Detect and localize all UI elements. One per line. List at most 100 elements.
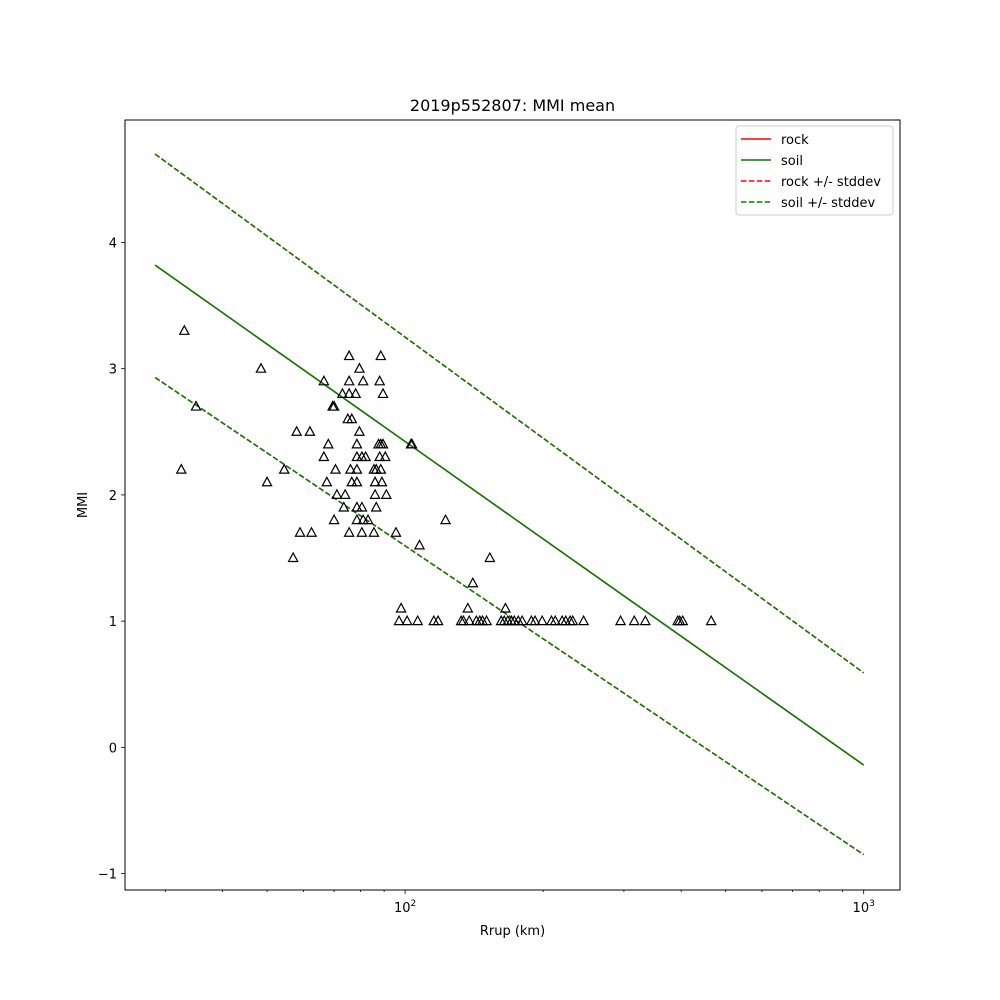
series-line-soil-stddev-5 bbox=[154, 376, 865, 856]
data-point-14 bbox=[322, 438, 334, 449]
data-point-69 bbox=[406, 438, 418, 449]
data-point-61 bbox=[377, 387, 389, 399]
data-point-24 bbox=[343, 375, 355, 386]
y-tick-label-4: 3 bbox=[109, 363, 117, 378]
data-point-64 bbox=[390, 526, 402, 537]
data-point-37 bbox=[351, 513, 363, 525]
series-line-soil-stddev-4 bbox=[154, 153, 865, 674]
data-point-70 bbox=[412, 614, 424, 626]
data-point-102 bbox=[577, 614, 590, 626]
data-point-47 bbox=[368, 526, 380, 537]
data-point-84 bbox=[484, 551, 496, 563]
data-point-6 bbox=[287, 551, 299, 563]
data-point-78 bbox=[463, 614, 475, 626]
data-point-63 bbox=[380, 488, 392, 500]
data-point-1 bbox=[175, 463, 187, 474]
y-tick-label-0: −1 bbox=[98, 868, 117, 883]
data-point-20 bbox=[336, 387, 349, 399]
data-point-57 bbox=[375, 463, 387, 474]
data-point-44 bbox=[356, 526, 368, 537]
y-tick-label-3: 2 bbox=[109, 489, 117, 504]
y-tick-label-5: 4 bbox=[109, 236, 117, 251]
data-point-11 bbox=[318, 375, 330, 386]
x-tick-label-0: 102 bbox=[394, 899, 416, 916]
data-point-108 bbox=[677, 614, 689, 626]
data-point-109 bbox=[705, 614, 717, 626]
legend-label-3: soil +/- stddev bbox=[781, 196, 876, 211]
data-point-12 bbox=[318, 450, 330, 462]
data-point-41 bbox=[357, 375, 369, 386]
series-line-soil-1 bbox=[154, 264, 865, 766]
data-point-103 bbox=[614, 614, 627, 626]
y-tick-label-1: 0 bbox=[109, 741, 117, 756]
legend-label-1: soil bbox=[781, 154, 803, 169]
data-point-105 bbox=[639, 614, 651, 626]
data-point-30 bbox=[343, 526, 355, 537]
data-point-39 bbox=[353, 425, 366, 436]
data-point-17 bbox=[329, 463, 342, 474]
legend-label-0: rock bbox=[781, 133, 809, 148]
data-point-77 bbox=[462, 602, 474, 613]
data-point-94 bbox=[529, 614, 541, 626]
chart-title: 2019p552807: MMI mean bbox=[410, 96, 615, 115]
data-point-19 bbox=[331, 488, 343, 500]
data-point-83 bbox=[480, 614, 493, 626]
data-point-65 bbox=[393, 614, 405, 626]
x-axis-label: Rrup (km) bbox=[480, 924, 545, 939]
data-point-87 bbox=[499, 602, 512, 613]
data-point-42 bbox=[356, 501, 368, 512]
data-point-67 bbox=[401, 614, 413, 626]
data-point-71 bbox=[413, 539, 426, 550]
data-point-58 bbox=[375, 349, 387, 361]
data-point-7 bbox=[291, 425, 303, 436]
data-point-28 bbox=[346, 412, 358, 424]
data-point-62 bbox=[379, 450, 391, 462]
y-tick-label-2: 1 bbox=[109, 615, 117, 630]
data-point-51 bbox=[369, 488, 381, 500]
data-point-73 bbox=[432, 614, 444, 626]
plot-frame bbox=[124, 119, 901, 891]
data-point-9 bbox=[304, 425, 316, 436]
data-point-26 bbox=[344, 463, 357, 474]
data-point-54 bbox=[374, 450, 386, 462]
legend-label-2: rock +/- stddev bbox=[781, 175, 881, 190]
data-point-38 bbox=[353, 362, 366, 373]
data-point-16 bbox=[328, 400, 340, 411]
data-point-50 bbox=[369, 476, 381, 487]
data-point-8 bbox=[294, 526, 306, 537]
x-tick-label-1: 103 bbox=[853, 899, 875, 916]
plot-content bbox=[154, 153, 865, 856]
data-point-10 bbox=[305, 526, 318, 537]
data-point-79 bbox=[467, 577, 479, 588]
data-point-74 bbox=[439, 513, 452, 525]
data-point-104 bbox=[628, 614, 640, 626]
y-axis-ticks: −1 0 1 2 3 4 bbox=[98, 236, 125, 883]
data-point-45 bbox=[359, 450, 372, 462]
data-point-32 bbox=[351, 438, 363, 449]
data-point-27 bbox=[343, 387, 355, 399]
data-point-2 bbox=[190, 400, 202, 411]
data-point-55 bbox=[374, 375, 386, 386]
data-point-0 bbox=[178, 324, 190, 335]
data-point-97 bbox=[549, 614, 561, 626]
data-point-46 bbox=[362, 513, 374, 525]
data-point-3 bbox=[255, 362, 267, 373]
data-point-76 bbox=[457, 614, 470, 626]
legend-box bbox=[735, 125, 894, 216]
data-point-31 bbox=[350, 387, 362, 399]
legend: rock soil rock +/- stddev soil +/- stddev bbox=[735, 125, 894, 216]
data-point-34 bbox=[351, 463, 363, 474]
data-point-101 bbox=[567, 614, 579, 626]
data-point-21 bbox=[338, 501, 350, 512]
data-point-22 bbox=[339, 488, 351, 500]
data-point-4 bbox=[261, 476, 273, 487]
x-axis-ticks: 102 103 bbox=[164, 890, 875, 916]
data-point-95 bbox=[536, 614, 548, 626]
data-point-52 bbox=[370, 501, 382, 512]
data-point-66 bbox=[395, 602, 407, 613]
data-point-59 bbox=[376, 476, 388, 487]
data-point-13 bbox=[321, 476, 333, 487]
data-point-18 bbox=[328, 513, 340, 525]
data-point-60 bbox=[377, 438, 389, 449]
